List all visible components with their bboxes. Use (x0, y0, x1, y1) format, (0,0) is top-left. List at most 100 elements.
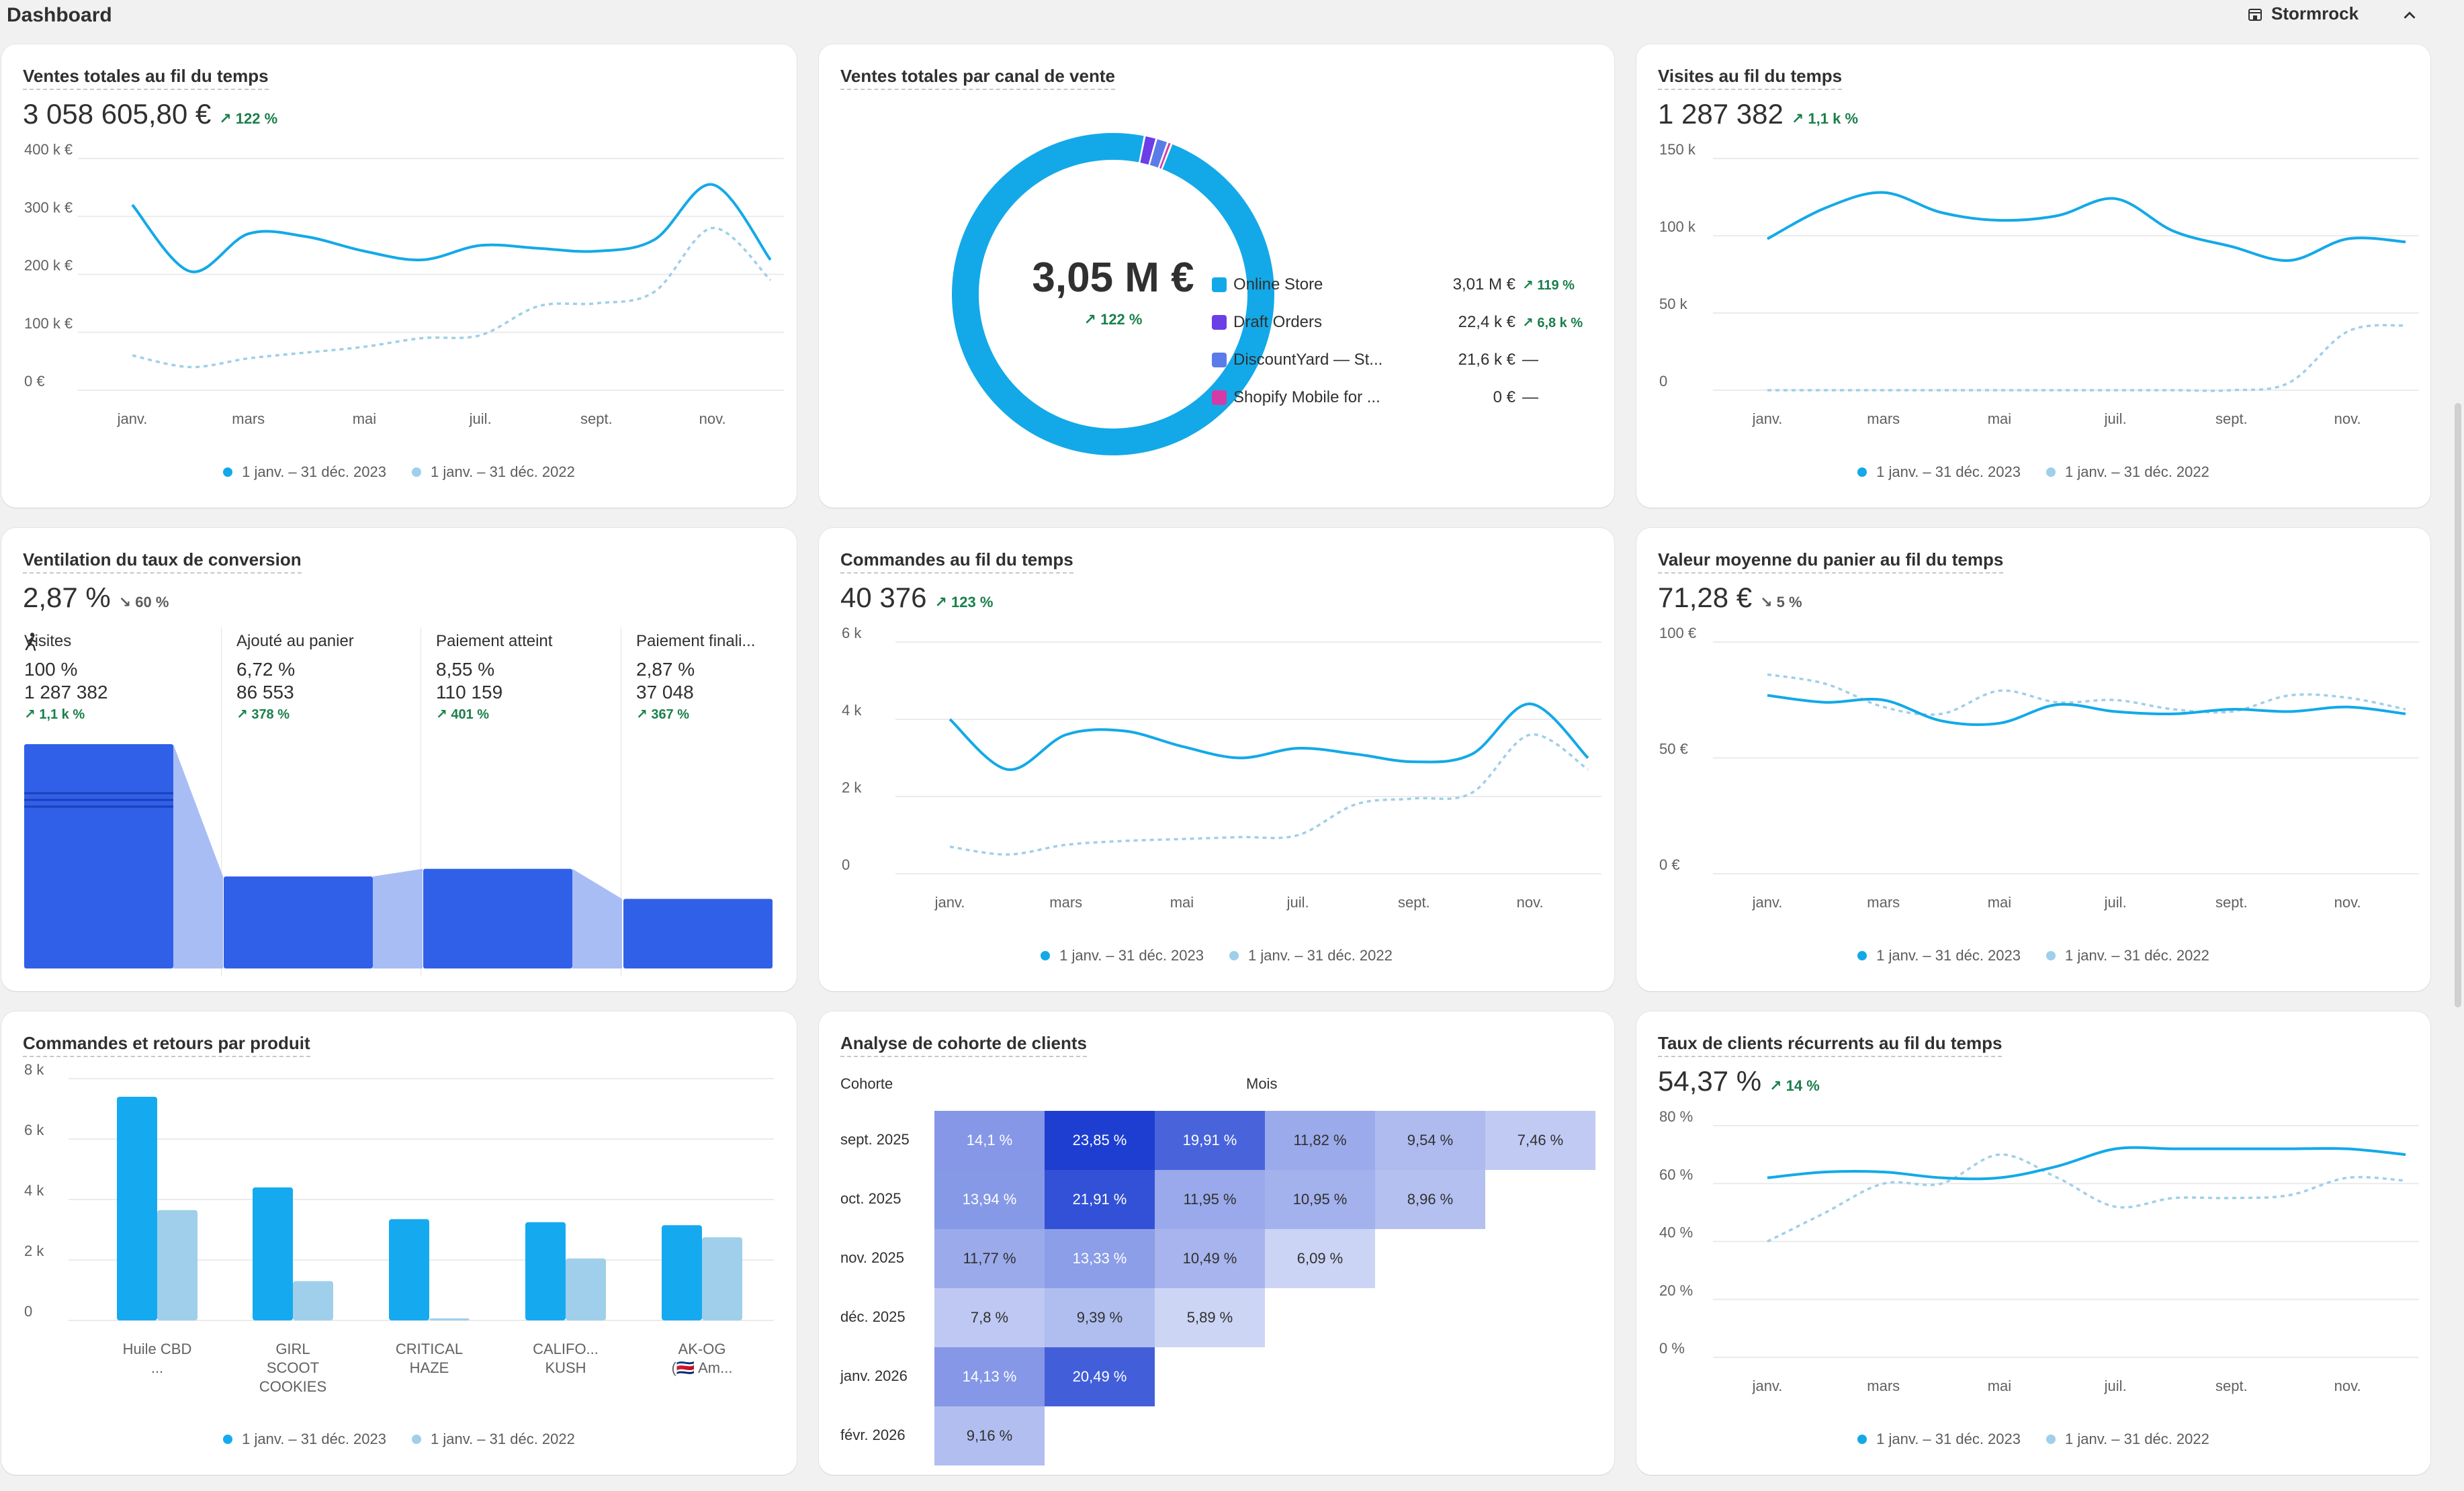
legend-item-current[interactable]: 1 janv. – 31 déc. 2023 (1041, 947, 1204, 964)
cohort-cell[interactable]: 11,95 % (1155, 1170, 1265, 1229)
card-orders-over-time[interactable]: Commandes au fil du temps 40 376 ↗ 123 %… (819, 528, 1614, 991)
metric: 1 287 382 ↗ 1,1 k % (1658, 98, 1858, 130)
cohort-cell[interactable]: 13,94 % (934, 1170, 1045, 1229)
bar-chart: 8 k 6 k 4 k 2 k 0 Huile CBD... GIRL SCOOT COOKIE… (24, 1061, 774, 1395)
dashboard-header: Dashboard Stormrock (0, 0, 2464, 34)
card-returning-customer-rate[interactable]: Taux de clients récurrents au fil du tem… (1636, 1011, 2430, 1475)
store-selector[interactable]: Stormrock (2247, 3, 2359, 24)
bar-current[interactable] (253, 1187, 293, 1320)
card-visits-over-time[interactable]: Visites au fil du temps 1 287 382 ↗ 1,1 … (1636, 44, 2430, 508)
card-sales-over-time[interactable]: Ventes totales au fil du temps 3 058 605… (1, 44, 797, 508)
metric: 71,28 € ↘ 5 % (1658, 582, 1802, 614)
card-title[interactable]: Ventilation du taux de conversion (23, 549, 302, 574)
series-line-previous[interactable] (132, 226, 772, 369)
x-tick-label: janv. (1752, 1377, 1783, 1394)
cohort-cell[interactable]: 5,89 % (1155, 1288, 1265, 1347)
legend-item-current[interactable]: 1 janv. – 31 déc. 2023 (1857, 1431, 2021, 1448)
series-line-previous[interactable] (1767, 324, 2406, 392)
channel-row[interactable]: Draft Orders 22,4 k € ↗ 6,8 k % (1212, 304, 1614, 341)
y-tick-label: 0 (24, 1303, 32, 1320)
card-title[interactable]: Commandes et retours par produit (23, 1033, 310, 1057)
legend-item-current[interactable]: 1 janv. – 31 déc. 2023 (1857, 947, 2021, 964)
card-average-order-value[interactable]: Valeur moyenne du panier au fil du temps… (1636, 528, 2430, 991)
card-conversion-breakdown[interactable]: Ventilation du taux de conversion 2,87 %… (1, 528, 797, 991)
bar-previous[interactable] (157, 1210, 197, 1320)
cohort-cell[interactable]: 14,1 % (934, 1111, 1045, 1170)
card-title[interactable]: Ventes totales au fil du temps (23, 66, 269, 90)
card-title[interactable]: Ventes totales par canal de vente (840, 66, 1115, 90)
funnel-bar[interactable] (224, 876, 373, 968)
funnel-trend: ↗ 1,1 k % (24, 707, 85, 722)
legend-item-current[interactable]: 1 janv. – 31 déc. 2023 (223, 1431, 386, 1448)
bar-previous[interactable] (429, 1318, 470, 1320)
series-line-current[interactable] (949, 702, 1589, 771)
series-line-current[interactable] (1767, 1146, 2406, 1181)
donut-slice[interactable] (1140, 136, 1156, 165)
card-orders-returns-by-product[interactable]: Commandes et retours par produit 8 k 6 k 4… (1, 1011, 797, 1475)
card-title[interactable]: Taux de clients récurrents au fil du tem… (1658, 1033, 2003, 1057)
y-tick-label: 0 % (1659, 1340, 1685, 1357)
funnel-bar[interactable] (24, 744, 173, 968)
channel-row[interactable]: Online Store 3,01 M € ↗ 119 % (1212, 266, 1614, 304)
bar-current[interactable] (117, 1097, 157, 1320)
cohort-cell[interactable]: 11,77 % (934, 1229, 1045, 1288)
legend-item-previous[interactable]: 1 janv. – 31 déc. 2022 (1229, 947, 1393, 964)
cohort-cell[interactable]: 8,96 % (1375, 1170, 1485, 1229)
collapse-button[interactable] (2400, 5, 2420, 30)
card-title[interactable]: Commandes au fil du temps (840, 549, 1073, 574)
cohort-cell[interactable]: 10,49 % (1155, 1229, 1265, 1288)
y-tick-label: 50 € (1659, 741, 1688, 758)
legend-item-current[interactable]: 1 janv. – 31 déc. 2023 (1857, 463, 2021, 481)
cohort-cell[interactable]: 19,91 % (1155, 1111, 1265, 1170)
funnel-step-added-to-cart[interactable]: Ajouté au panier 6,72 % 86 553 ↗ 378 % (236, 632, 354, 723)
series-line-current[interactable] (1767, 191, 2406, 262)
cohort-cell[interactable]: 9,16 % (934, 1406, 1045, 1465)
cohort-cell[interactable]: 23,85 % (1045, 1111, 1155, 1170)
series-line-previous[interactable] (1767, 1153, 2406, 1243)
x-tick-label: janv. (117, 410, 148, 427)
series-line-previous[interactable] (949, 733, 1589, 856)
legend-item-previous[interactable]: 1 janv. – 31 déc. 2022 (2046, 1431, 2209, 1448)
cohort-cell[interactable]: 6,09 % (1265, 1229, 1375, 1288)
bar-current[interactable] (389, 1219, 429, 1320)
cohort-cell[interactable]: 9,39 % (1045, 1288, 1155, 1347)
funnel-bar[interactable] (623, 899, 773, 968)
donut-slice[interactable] (1149, 139, 1168, 168)
series-line-previous[interactable] (1767, 673, 2406, 716)
legend-item-previous[interactable]: 1 janv. – 31 déc. 2022 (412, 463, 575, 481)
donut-slice[interactable] (1159, 142, 1171, 169)
cohort-cell[interactable]: 20,49 % (1045, 1347, 1155, 1406)
cohort-cell[interactable]: 7,46 % (1485, 1111, 1595, 1170)
legend-item-previous[interactable]: 1 janv. – 31 déc. 2022 (412, 1431, 575, 1448)
cohort-cell[interactable]: 21,91 % (1045, 1170, 1155, 1229)
funnel-step-visits[interactable]: Visites 100 % 1 287 382 ↗ 1,1 k % (24, 632, 108, 723)
bar-previous[interactable] (702, 1237, 742, 1320)
cohort-cell[interactable]: 7,8 % (934, 1288, 1045, 1347)
funnel-step-reached-checkout[interactable]: Paiement atteint 8,55 % 110 159 ↗ 401 % (436, 632, 552, 723)
card-sales-by-channel[interactable]: Ventes totales par canal de vente 3,05 M… (819, 44, 1614, 508)
card-customer-cohort-analysis[interactable]: Analyse de cohorte de clients Cohorte Mo… (819, 1011, 1614, 1475)
bar-previous[interactable] (293, 1281, 333, 1321)
page-scrollbar[interactable] (2455, 403, 2461, 1007)
funnel-step-completed-checkout[interactable]: Paiement finali... 2,87 % 37 048 ↗ 367 % (636, 632, 755, 723)
cohort-cell[interactable]: 13,33 % (1045, 1229, 1155, 1288)
bar-previous[interactable] (566, 1258, 606, 1320)
legend-item-current[interactable]: 1 janv. – 31 déc. 2023 (223, 463, 386, 481)
cohort-cell[interactable]: 10,95 % (1265, 1170, 1375, 1229)
series-line-current[interactable] (1767, 694, 2406, 726)
bar-current[interactable] (525, 1222, 566, 1320)
legend-item-previous[interactable]: 1 janv. – 31 déc. 2022 (2046, 463, 2209, 481)
card-title[interactable]: Visites au fil du temps (1658, 66, 1843, 90)
card-title[interactable]: Valeur moyenne du panier au fil du temps (1658, 549, 2004, 574)
channel-row[interactable]: DiscountYard — St... 21,6 k € — (1212, 341, 1614, 379)
channel-row[interactable]: Shopify Mobile for ... 0 € — (1212, 379, 1614, 416)
bar-current[interactable] (662, 1225, 702, 1320)
card-title[interactable]: Analyse de cohorte de clients (840, 1033, 1088, 1057)
cohort-cell[interactable]: 14,13 % (934, 1347, 1045, 1406)
cohort-cell[interactable]: 11,82 % (1265, 1111, 1375, 1170)
cohort-cell[interactable]: 9,54 % (1375, 1111, 1485, 1170)
metric-value: 71,28 € (1658, 582, 1753, 613)
funnel-bar[interactable] (423, 868, 572, 968)
series-line-current[interactable] (131, 183, 772, 273)
legend-item-previous[interactable]: 1 janv. – 31 déc. 2022 (2046, 947, 2209, 964)
